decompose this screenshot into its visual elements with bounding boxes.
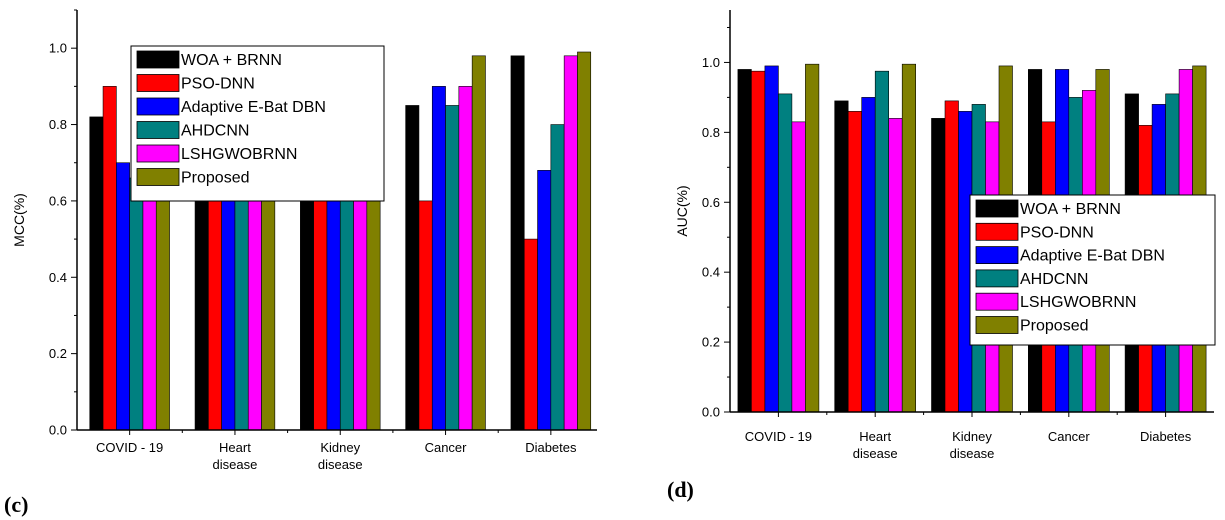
bar-1-1-0 bbox=[751, 70, 766, 413]
legend-label: WOA + BRNN bbox=[181, 52, 282, 69]
legend-label: PSO-DNN bbox=[1020, 224, 1094, 241]
bar-0-5-2 bbox=[366, 185, 381, 431]
bar-0-3-3 bbox=[445, 105, 460, 431]
legend: WOA + BRNN PSO-DNN Adaptive E-Bat DBN AHDCN… bbox=[969, 194, 1216, 346]
legend-swatch bbox=[975, 199, 1019, 218]
y-tick-label: 0.6 bbox=[49, 193, 67, 208]
legend-swatch bbox=[136, 144, 180, 163]
bar-0-4-0 bbox=[142, 177, 157, 431]
bar-0-3-0 bbox=[129, 177, 144, 431]
legend-label: WOA + BRNN bbox=[1020, 201, 1121, 218]
bar-0-4-4 bbox=[563, 55, 578, 431]
legend-label: Adaptive E-Bat DBN bbox=[181, 99, 326, 116]
bar-0-2-3 bbox=[431, 86, 446, 431]
legend-label: LSHGWOBRNN bbox=[1020, 294, 1136, 311]
category-label: Heart disease bbox=[853, 429, 898, 461]
bar-1-1-2 bbox=[944, 100, 959, 413]
bar-0-4-2 bbox=[353, 185, 368, 431]
bar-0-4-1 bbox=[247, 185, 262, 431]
y-tick-label: 0.4 bbox=[49, 270, 67, 285]
y-tick-label: 0.0 bbox=[702, 405, 720, 420]
bar-1-4-1 bbox=[888, 118, 903, 413]
category-label: COVID - 19 bbox=[745, 429, 812, 444]
legend-swatch bbox=[975, 222, 1019, 241]
bar-0-3-1 bbox=[234, 192, 249, 431]
legend: WOA + BRNN PSO-DNN Adaptive E-Bat DBN AHDCN… bbox=[130, 45, 385, 202]
bar-0-1-2 bbox=[313, 185, 328, 431]
bar-0-3-2 bbox=[339, 192, 354, 431]
y-tick-label: 0.8 bbox=[702, 125, 720, 140]
y-axis-title: MCC(%) bbox=[11, 193, 27, 247]
bar-0-3-4 bbox=[550, 124, 565, 431]
panel-d-chart: 0.0 0.2 0.4 0.6 0.8 1.0 COVID - 19 Heart disease… bbox=[667, 10, 1216, 502]
bar-0-5-0 bbox=[155, 177, 170, 431]
legend-swatch bbox=[136, 74, 180, 92]
bar-1-0-0 bbox=[737, 69, 752, 413]
bar-0-5-4 bbox=[577, 51, 592, 431]
legend-swatch bbox=[975, 269, 1019, 288]
bar-0-0-1 bbox=[194, 177, 209, 431]
legend-swatch bbox=[975, 292, 1019, 311]
bar-0-1-1 bbox=[208, 185, 222, 431]
bar-1-4-0 bbox=[791, 121, 806, 413]
legend-swatch bbox=[136, 97, 180, 116]
bar-1-0-2 bbox=[931, 118, 946, 413]
category-label: Cancer bbox=[425, 440, 468, 455]
legend-label: PSO-DNN bbox=[181, 76, 255, 93]
legend-label: Proposed bbox=[181, 170, 250, 187]
bar-0-2-2 bbox=[326, 192, 341, 431]
legend-swatch bbox=[136, 121, 180, 139]
bar-1-2-0 bbox=[764, 65, 779, 413]
bar-1-5-1 bbox=[901, 63, 917, 413]
legend-label: AHDCNN bbox=[1020, 271, 1088, 288]
bar-1-2-1 bbox=[861, 97, 876, 413]
bar-0-0-3 bbox=[405, 105, 420, 431]
legend-label: Proposed bbox=[1020, 318, 1089, 335]
bar-0-2-0 bbox=[116, 162, 130, 431]
bar-1-0-1 bbox=[834, 100, 849, 413]
bar-0-4-3 bbox=[458, 86, 473, 431]
y-tick-label: 1.0 bbox=[49, 41, 67, 56]
legend-swatch bbox=[975, 246, 1019, 265]
legend-swatch bbox=[136, 50, 180, 69]
category-label: Diabetes bbox=[1140, 429, 1192, 444]
category-label: Heart disease bbox=[213, 440, 258, 472]
bar-0-1-4 bbox=[523, 238, 538, 431]
bar-0-2-1 bbox=[221, 192, 236, 431]
y-tick-label: 0.2 bbox=[702, 335, 720, 350]
panel-label: (d) bbox=[667, 477, 694, 502]
category-label: Cancer bbox=[1048, 429, 1091, 444]
bar-0-2-4 bbox=[537, 170, 552, 431]
y-tick-label: 0.6 bbox=[702, 195, 720, 210]
bar-0-0-4 bbox=[510, 55, 525, 431]
bar-1-5-0 bbox=[805, 63, 820, 413]
legend-label: Adaptive E-Bat DBN bbox=[1020, 248, 1165, 265]
panel-label: (c) bbox=[4, 492, 28, 517]
y-axis-title: AUC(%) bbox=[674, 185, 690, 236]
panel-c-chart: 0.0 0.2 0.4 0.6 0.8 1.0 COVID - 19 Heart disease… bbox=[4, 9, 597, 517]
bar-1-3-0 bbox=[778, 93, 793, 413]
y-tick-label: 0.4 bbox=[702, 265, 720, 280]
bar-0-5-1 bbox=[261, 185, 276, 431]
y-tick-label: 0.8 bbox=[49, 117, 67, 132]
y-tick-label: 0.0 bbox=[49, 423, 67, 438]
category-label: COVID - 19 bbox=[96, 440, 163, 455]
category-label: Kidney disease bbox=[318, 440, 363, 472]
category-label: Kidney disease bbox=[950, 429, 995, 461]
bar-0-1-0 bbox=[102, 86, 117, 431]
y-tick-label: 0.2 bbox=[49, 346, 67, 361]
bar-0-0-2 bbox=[300, 181, 314, 431]
legend-label: LSHGWOBRNN bbox=[181, 146, 297, 163]
legend-swatch bbox=[136, 168, 180, 186]
bar-0-1-3 bbox=[418, 200, 433, 431]
y-tick-label: 1.0 bbox=[702, 55, 720, 70]
legend-label: AHDCNN bbox=[181, 123, 249, 140]
bar-0-0-0 bbox=[89, 116, 104, 431]
bar-0-5-3 bbox=[471, 55, 486, 431]
bar-1-1-1 bbox=[847, 111, 863, 413]
category-label: Diabetes bbox=[525, 440, 577, 455]
legend-swatch bbox=[975, 316, 1019, 334]
bar-1-3-1 bbox=[874, 70, 890, 413]
